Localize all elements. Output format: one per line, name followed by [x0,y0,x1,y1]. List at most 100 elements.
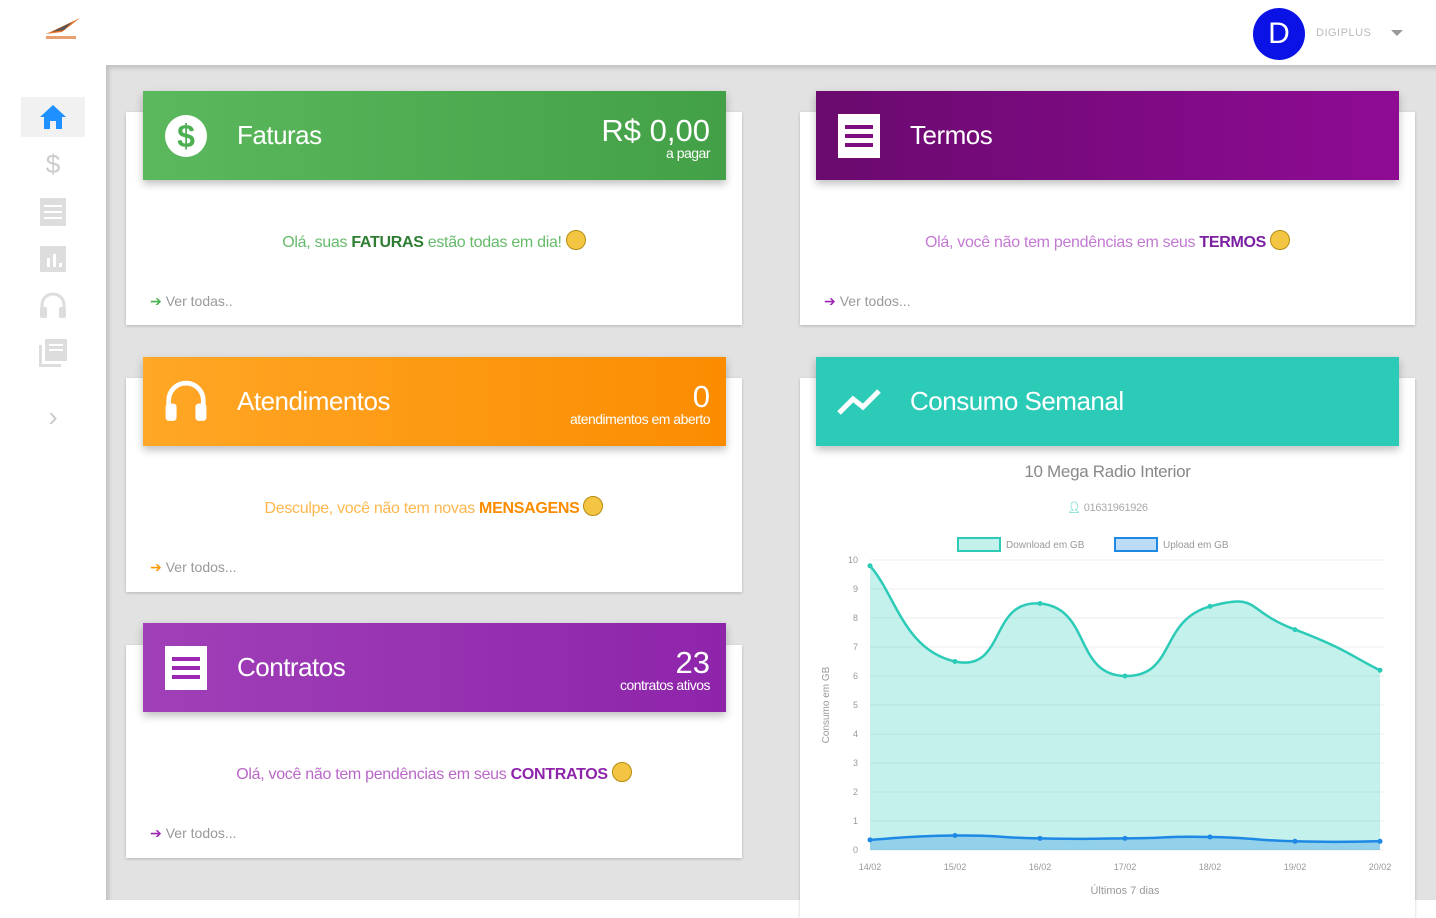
headset-icon [163,379,209,425]
chart-icon [40,246,66,272]
atendimentos-value: 0 [692,379,710,414]
home-icon [40,105,66,129]
data-point [867,837,873,843]
sidebar: $ › [0,65,106,900]
list-icon [40,198,66,226]
data-point [1207,603,1213,609]
faturas-see-all-link[interactable]: ➔ Ver todas.. [150,293,233,309]
atendimentos-see-all-link[interactable]: ➔ Ver todos... [150,559,237,575]
consumo-title: Consumo Semanal [910,386,1124,416]
y-tick-label: 7 [853,642,858,652]
data-point [1037,601,1043,606]
x-tick-label: 14/02 [859,862,882,872]
smile-emoji-icon [565,230,586,250]
y-tick-label: 9 [853,584,858,594]
list-icon [163,645,209,691]
smile-emoji-icon [1270,230,1291,250]
termos-message: Olá, você não tem pendências em seus TER… [800,230,1415,252]
y-tick-label: 3 [853,758,858,768]
y-tick-label: 4 [853,729,858,739]
top-bar: D DIGIPLUS [0,0,1436,65]
faturas-header[interactable]: $ Faturas R$ 0,00 a pagar [143,91,726,180]
atendimentos-header[interactable]: Atendimentos 0 atendimentos em aberto [143,357,726,446]
x-tick-label: 17/02 [1114,862,1137,872]
plan-name: 10 Mega Radio Interior [1024,462,1191,481]
svg-text:$: $ [177,118,195,154]
legend-swatch [957,537,1001,552]
data-point [1122,835,1128,841]
series-area [870,565,1380,850]
y-tick-label: 6 [853,671,858,681]
data-point [1292,838,1298,844]
arrow-right-icon: ➔ [150,293,162,309]
x-tick-label: 19/02 [1284,862,1307,872]
contratos-value-label: contratos ativos [619,677,711,693]
headset-icon [40,292,66,318]
consumo-header[interactable]: Consumo Semanal [816,357,1399,446]
legend-swatch [1114,537,1158,552]
data-point [867,563,873,569]
x-tick-label: 15/02 [944,862,967,872]
y-tick-label: 1 [853,816,858,826]
x-tick-label: 16/02 [1029,862,1052,872]
user-name[interactable]: DIGIPLUS [1316,27,1372,39]
faturas-value: R$ 0,00 [601,113,710,148]
logo [46,18,80,39]
list-icon [836,113,882,159]
smile-emoji-icon [611,762,632,782]
client-id: 👤︎ 01631961926 [1067,502,1148,514]
contratos-title: Contratos [237,652,346,682]
atendimentos-title: Atendimentos [237,386,390,416]
data-point [952,659,958,664]
contratos-value: 23 [675,645,710,680]
data-point [1207,834,1213,840]
y-tick-label: 0 [853,845,858,855]
avatar[interactable]: D [1253,8,1305,60]
legend-label: Upload em GB [1163,540,1229,551]
sad-emoji-icon [583,496,604,516]
data-point [1377,838,1383,844]
atendimentos-value-label: atendimentos em aberto [570,411,710,427]
legend-label: Download em GB [1006,540,1085,551]
x-tick-label: 20/02 [1369,862,1392,872]
faturas-message: Olá, suas FATURAS estão todas em dia! [126,230,742,252]
y-tick-label: 2 [853,787,858,797]
sidebar-item-termos[interactable] [21,333,85,373]
faturas-title: Faturas [237,120,322,150]
contratos-see-all-link[interactable]: ➔ Ver todos... [150,825,237,841]
sidebar-item-home[interactable] [21,97,85,137]
termos-title: Termos [910,120,993,150]
caret-down-icon[interactable] [1391,30,1403,36]
y-axis-label: Consumo em GB [821,666,832,743]
sidebar-item-atendimentos[interactable] [21,286,85,326]
sidebar-expand-button[interactable]: › [21,397,85,437]
sidebar-item-contratos[interactable] [21,192,85,232]
dollar-icon: $ [163,113,209,159]
data-point [1122,673,1128,679]
faturas-value-label: a pagar [666,145,710,161]
library-icon [39,339,67,367]
sidebar-item-consumo[interactable] [21,239,85,279]
y-tick-label: 10 [848,555,858,565]
data-point [1037,835,1043,841]
trending-up-icon [836,379,882,425]
y-tick-label: 5 [853,700,858,710]
chevron-right-icon: › [48,401,58,432]
x-tick-label: 18/02 [1199,862,1222,872]
termos-header[interactable]: Termos [816,91,1399,180]
user-icon: 👤︎ [1067,502,1081,514]
termos-see-all-link[interactable]: ➔ Ver todos... [824,293,911,309]
arrow-right-icon: ➔ [150,559,162,575]
contratos-header[interactable]: Contratos 23 contratos ativos [143,623,726,712]
sidebar-item-faturas[interactable]: $ [21,144,85,184]
arrow-right-icon: ➔ [150,825,162,841]
data-point [1377,667,1383,673]
atendimentos-message: Desculpe, você não tem novas MENSAGENS [126,496,742,518]
contratos-message: Olá, você não tem pendências em seus CON… [126,762,742,784]
dollar-icon: $ [45,148,61,179]
x-axis-label: Últimos 7 dias [1090,884,1160,897]
arrow-right-icon: ➔ [824,293,836,309]
consumption-chart: 0 1 2 3 4 5 6 7 8 9 10 14/02 15/02 16/02 17/02 18/02 19/… [821,537,1392,897]
y-tick-label: 8 [853,613,858,623]
